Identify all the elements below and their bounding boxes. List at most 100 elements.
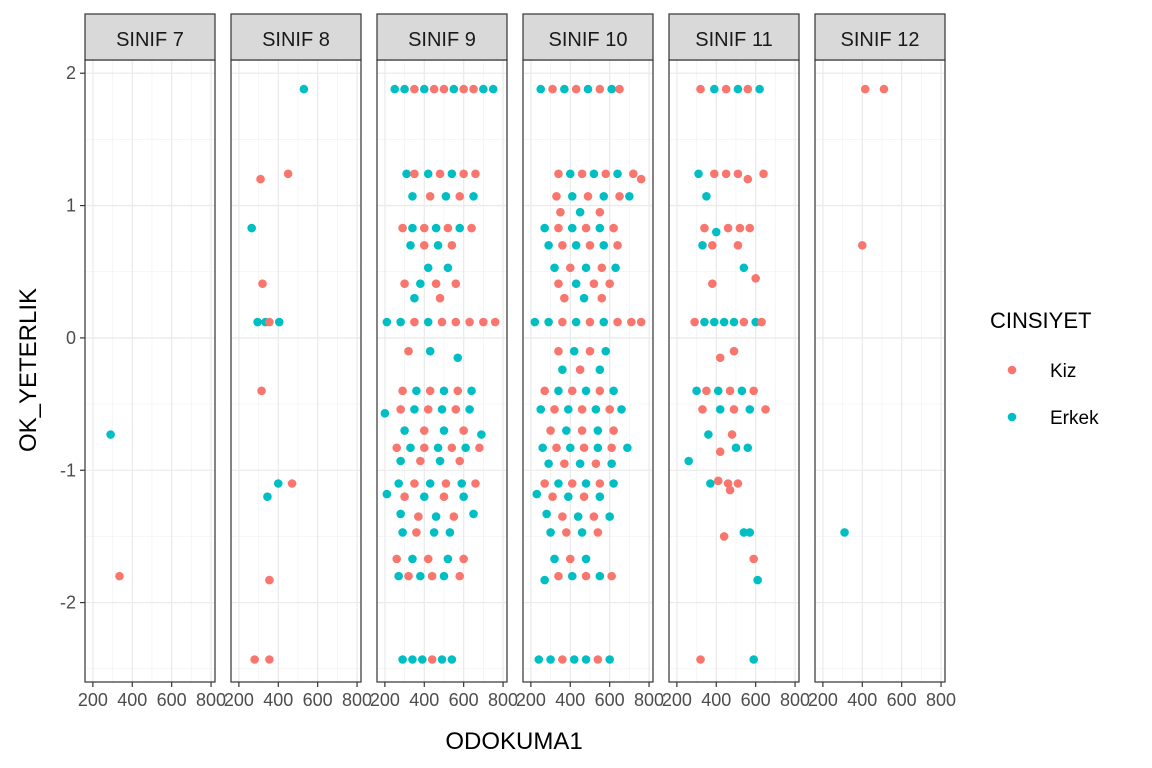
data-point [692, 386, 701, 396]
data-point [751, 274, 760, 283]
data-point [556, 207, 565, 217]
data-point [394, 571, 403, 581]
data-point [469, 509, 478, 519]
data-point [404, 346, 413, 356]
data-point [710, 84, 719, 94]
data-point [595, 365, 605, 374]
y-tick-label: -2 [60, 593, 76, 613]
data-point [575, 207, 585, 217]
x-tick-label: 600 [449, 690, 479, 710]
data-point [447, 655, 457, 664]
data-point [571, 317, 581, 327]
data-point [433, 443, 443, 453]
data-point [569, 346, 579, 356]
panel-background [85, 60, 215, 682]
data-point [879, 84, 889, 94]
data-point [560, 459, 569, 468]
data-point [540, 223, 549, 233]
data-point [617, 405, 626, 414]
data-point [459, 84, 468, 94]
data-point [698, 405, 707, 414]
data-point [597, 263, 607, 273]
data-point [406, 240, 415, 250]
data-point [392, 554, 402, 564]
data-point [577, 426, 587, 435]
x-axis-title: ODOKUMA1 [445, 728, 582, 755]
panel-background [231, 60, 361, 682]
data-point [751, 317, 760, 327]
data-point [550, 554, 559, 564]
data-point [265, 575, 274, 585]
data-point [471, 479, 480, 488]
data-point [609, 223, 618, 233]
data-point [581, 479, 591, 488]
data-point [704, 430, 713, 439]
data-point [540, 386, 549, 396]
data-point [702, 386, 711, 396]
data-point [575, 365, 585, 374]
y-tick-label: 2 [66, 63, 76, 83]
data-point [548, 492, 557, 502]
data-point [558, 365, 567, 374]
x-tick-label: 400 [263, 690, 293, 710]
data-point [429, 84, 439, 94]
data-point [115, 571, 124, 581]
data-point [755, 84, 764, 94]
data-point [477, 430, 486, 439]
data-point [427, 655, 437, 664]
data-point [540, 575, 549, 585]
data-point [536, 84, 546, 94]
data-point [419, 84, 429, 94]
data-point [615, 84, 624, 94]
x-tick-label: 200 [370, 690, 400, 710]
data-point [729, 346, 739, 356]
data-point [437, 317, 447, 327]
facet-strip-label: SINIF 7 [116, 29, 184, 51]
x-tick-label: 600 [741, 690, 771, 710]
data-point [636, 317, 646, 327]
data-point [739, 528, 749, 537]
data-point [700, 223, 709, 233]
data-point [625, 192, 634, 201]
data-point [459, 554, 468, 564]
data-point [273, 479, 283, 488]
x-tick-label: 600 [595, 690, 625, 710]
data-point [400, 426, 409, 435]
data-point [423, 405, 433, 414]
data-point [433, 240, 443, 250]
panel-background [377, 60, 507, 682]
x-tick-label: 400 [847, 690, 877, 710]
data-point [258, 279, 267, 288]
data-point [593, 426, 603, 435]
data-point [607, 84, 616, 94]
y-axis: -2 -1 0 1 2 [60, 63, 85, 613]
data-point [544, 240, 553, 250]
data-point [439, 386, 449, 396]
data-point [479, 317, 488, 327]
data-point [548, 84, 557, 94]
data-point [469, 84, 478, 94]
data-point [380, 409, 390, 418]
data-point [579, 443, 589, 453]
data-point [857, 240, 867, 250]
data-point [605, 405, 614, 414]
data-point [471, 169, 480, 179]
x-tick-label: 600 [303, 690, 333, 710]
data-point [605, 279, 614, 288]
data-point [530, 317, 540, 327]
x-tick-label: 800 [780, 690, 810, 710]
data-point [451, 279, 461, 288]
data-point [445, 528, 455, 537]
data-point [605, 512, 614, 521]
panel-background [815, 60, 945, 682]
data-point [757, 317, 766, 327]
data-point [532, 489, 542, 499]
data-point [729, 405, 739, 414]
data-point [700, 317, 709, 327]
data-point [419, 443, 429, 453]
data-point [715, 447, 725, 457]
data-point [567, 479, 577, 488]
data-point [571, 240, 581, 250]
